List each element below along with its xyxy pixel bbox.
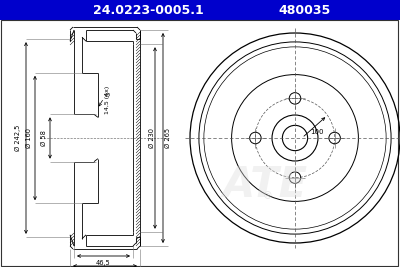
Text: Ø 160: Ø 160 (26, 128, 32, 148)
Text: Ø 242,5: Ø 242,5 (15, 125, 21, 151)
Text: Ø 230: Ø 230 (149, 128, 155, 148)
Text: 480035: 480035 (279, 3, 331, 17)
Text: Ø 58: Ø 58 (41, 130, 47, 146)
Text: 100: 100 (310, 129, 324, 135)
Text: ®: ® (263, 191, 273, 201)
Text: 24.0223-0005.1: 24.0223-0005.1 (93, 3, 203, 17)
Text: 46,5: 46,5 (96, 260, 111, 266)
Text: ATE: ATE (222, 164, 308, 206)
Text: 14,5 (4x): 14,5 (4x) (105, 86, 110, 114)
Bar (0, 0, 400, 20)
Text: Ø 265: Ø 265 (165, 128, 171, 148)
Text: Ø: Ø (105, 92, 110, 97)
